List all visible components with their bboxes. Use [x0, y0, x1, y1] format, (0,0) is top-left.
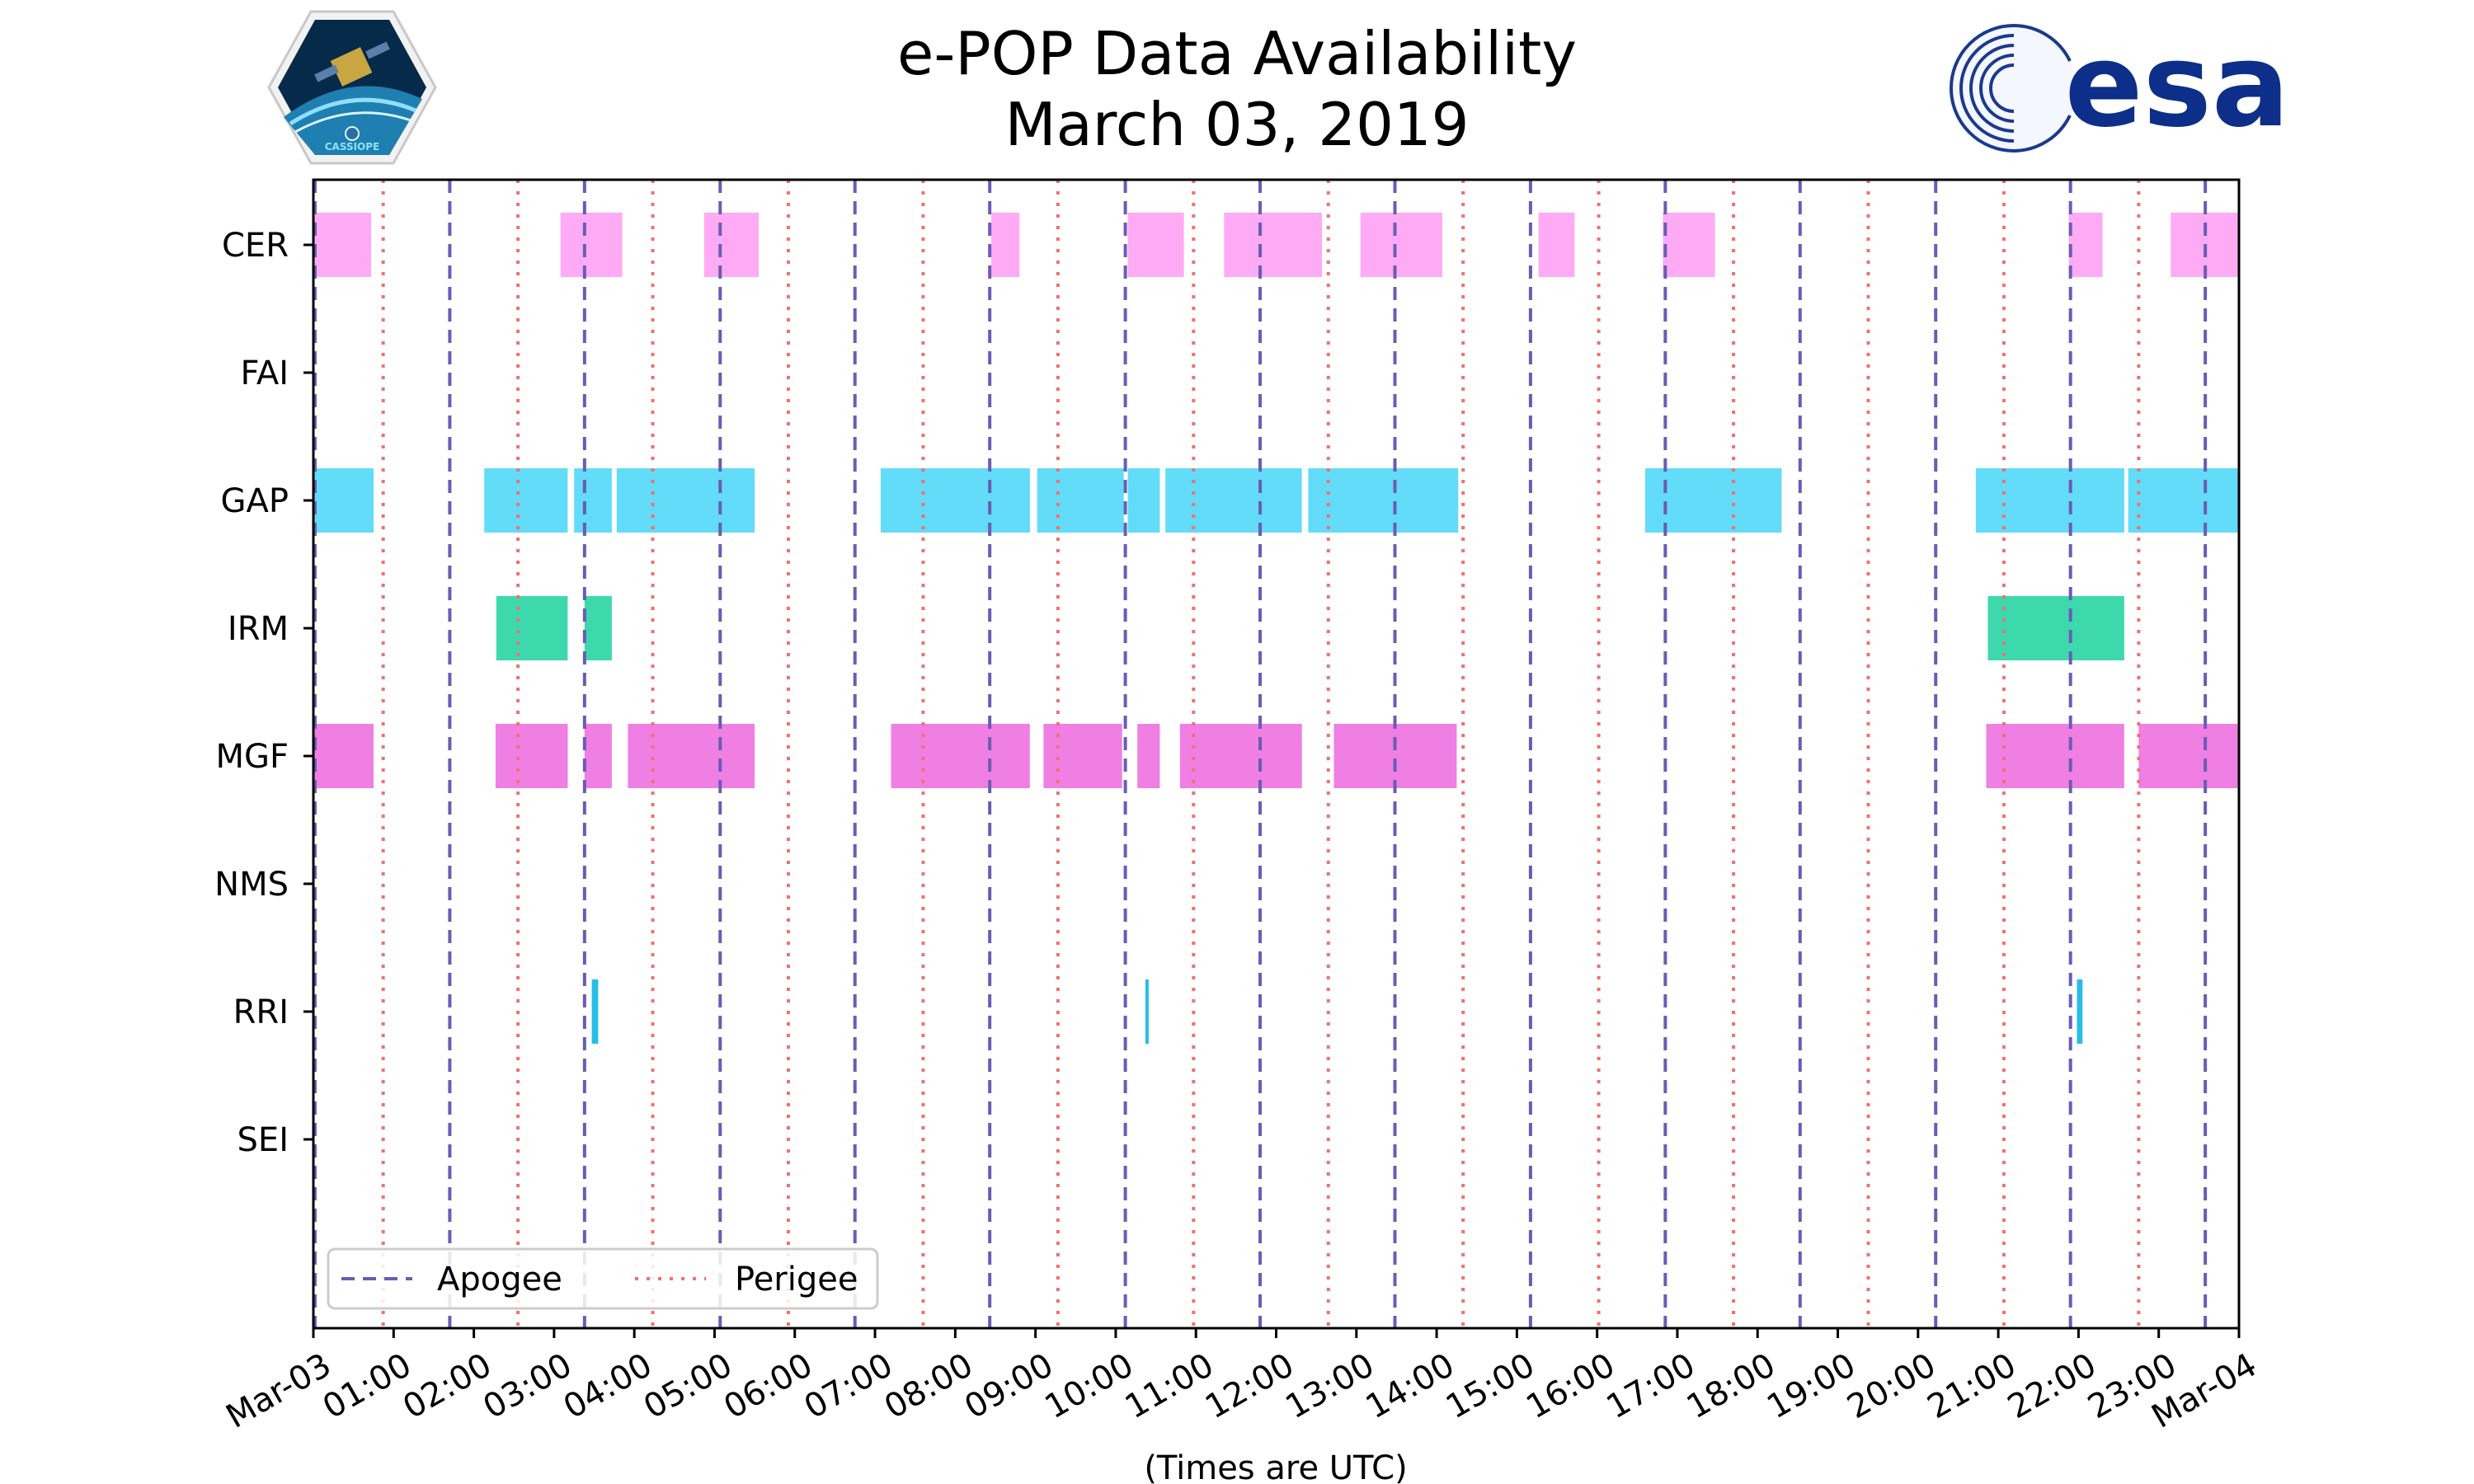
bar-cer: [703, 213, 759, 277]
bar-mgf: [1137, 724, 1160, 788]
x-tick-label: 08:00: [878, 1346, 980, 1426]
y-tick-label: MGF: [215, 738, 289, 776]
x-tick-label: 18:00: [1681, 1346, 1782, 1426]
y-tick-label: NMS: [214, 866, 289, 904]
bar-irm: [1987, 596, 2124, 660]
bar-mgf: [1179, 724, 1302, 788]
bar-cer: [1127, 213, 1184, 277]
bar-mgf: [2138, 724, 2239, 788]
bar-cer: [1360, 213, 1442, 277]
y-tick-label: CER: [222, 227, 289, 265]
bar-rri: [2077, 979, 2083, 1044]
x-tick-label: 10:00: [1038, 1346, 1140, 1426]
y-tick-label: IRM: [228, 610, 289, 648]
bar-gap: [484, 468, 568, 533]
bar-gap: [1308, 468, 1459, 533]
bar-mgf: [313, 724, 374, 788]
bar-gap: [1037, 468, 1124, 533]
x-tick-label: 07:00: [798, 1346, 900, 1426]
chart-title-block: e-POP Data Availability March 03, 2019: [0, 18, 2474, 160]
x-tick-label: 19:00: [1761, 1346, 1862, 1426]
x-tick-label: 02:00: [397, 1346, 498, 1426]
chart-subtitle: March 03, 2019: [1004, 90, 1470, 159]
x-tick-label: 17:00: [1601, 1346, 1702, 1426]
bar-irm: [584, 596, 612, 660]
x-tick-label: 04:00: [557, 1346, 659, 1426]
x-tick-label: 20:00: [1841, 1346, 1942, 1426]
bar-gap: [1165, 468, 1302, 533]
x-tick-label: 01:00: [317, 1346, 418, 1426]
cassiope-mission-logo: CASSIOPE: [267, 10, 437, 165]
legend-frame: [327, 1247, 879, 1310]
bars-layer: [313, 213, 2239, 1044]
bar-cer: [1224, 213, 1322, 277]
chart-title: e-POP Data Availability: [897, 19, 1577, 88]
legend-apogee-label: Apogee: [437, 1261, 562, 1298]
bar-rri: [591, 979, 599, 1044]
bar-gap: [313, 468, 374, 533]
x-tick-label: 05:00: [637, 1346, 739, 1426]
bar-mgf: [495, 724, 568, 788]
y-tick-label: GAP: [221, 482, 289, 520]
x-axis: Mar-0301:0002:0003:0004:0005:0006:0007:0…: [220, 1328, 2263, 1436]
bar-gap: [880, 468, 1030, 533]
bar-rri: [1145, 979, 1149, 1044]
x-tick-label: 12:00: [1199, 1346, 1300, 1426]
x-tick-label: 03:00: [477, 1346, 578, 1426]
x-tick-label: 11:00: [1119, 1346, 1221, 1426]
x-tick-label: 09:00: [958, 1346, 1060, 1426]
x-tick-label: 22:00: [2001, 1346, 2103, 1426]
cassiope-logo-text: CASSIOPE: [325, 141, 380, 153]
legend-perigee-label: Perigee: [735, 1261, 858, 1298]
x-axis-label: (Times are UTC): [1144, 1449, 1407, 1484]
y-axis: CER FAI GAP IRM MGF NMS RRI SEI: [214, 227, 313, 1159]
bar-gap: [1645, 468, 1782, 533]
bar-gap: [574, 468, 612, 533]
bar-cer: [2068, 213, 2103, 277]
bar-gap: [1975, 468, 2124, 533]
legend: Apogee Perigee: [327, 1247, 879, 1310]
bar-cer: [313, 213, 372, 277]
x-tick-label: 14:00: [1360, 1346, 1461, 1426]
bar-mgf: [584, 724, 612, 788]
bar-cer: [1538, 213, 1575, 277]
bar-gap: [2128, 468, 2239, 533]
y-tick-label: SEI: [238, 1121, 289, 1159]
y-tick-label: FAI: [241, 355, 289, 392]
bar-mgf: [1986, 724, 2124, 788]
bar-irm: [496, 596, 568, 660]
esa-logo: esa: [1950, 19, 2290, 153]
bar-cer: [560, 213, 623, 277]
bar-mgf: [1333, 724, 1457, 788]
bar-mgf: [628, 724, 755, 788]
bar-gap: [616, 468, 755, 533]
bar-mgf: [1043, 724, 1122, 788]
bar-cer: [1663, 213, 1715, 277]
x-tick-label: 16:00: [1520, 1346, 1621, 1426]
x-tick-label: 15:00: [1440, 1346, 1541, 1426]
x-tick-label: 06:00: [717, 1346, 819, 1426]
x-tick-label: 13:00: [1279, 1346, 1380, 1426]
bar-cer: [991, 213, 1020, 277]
y-tick-label: RRI: [233, 993, 289, 1031]
esa-logo-text: esa: [2065, 19, 2290, 153]
bar-mgf: [891, 724, 1030, 788]
x-tick-label: 21:00: [1921, 1346, 2023, 1426]
bar-gap: [1127, 468, 1160, 533]
